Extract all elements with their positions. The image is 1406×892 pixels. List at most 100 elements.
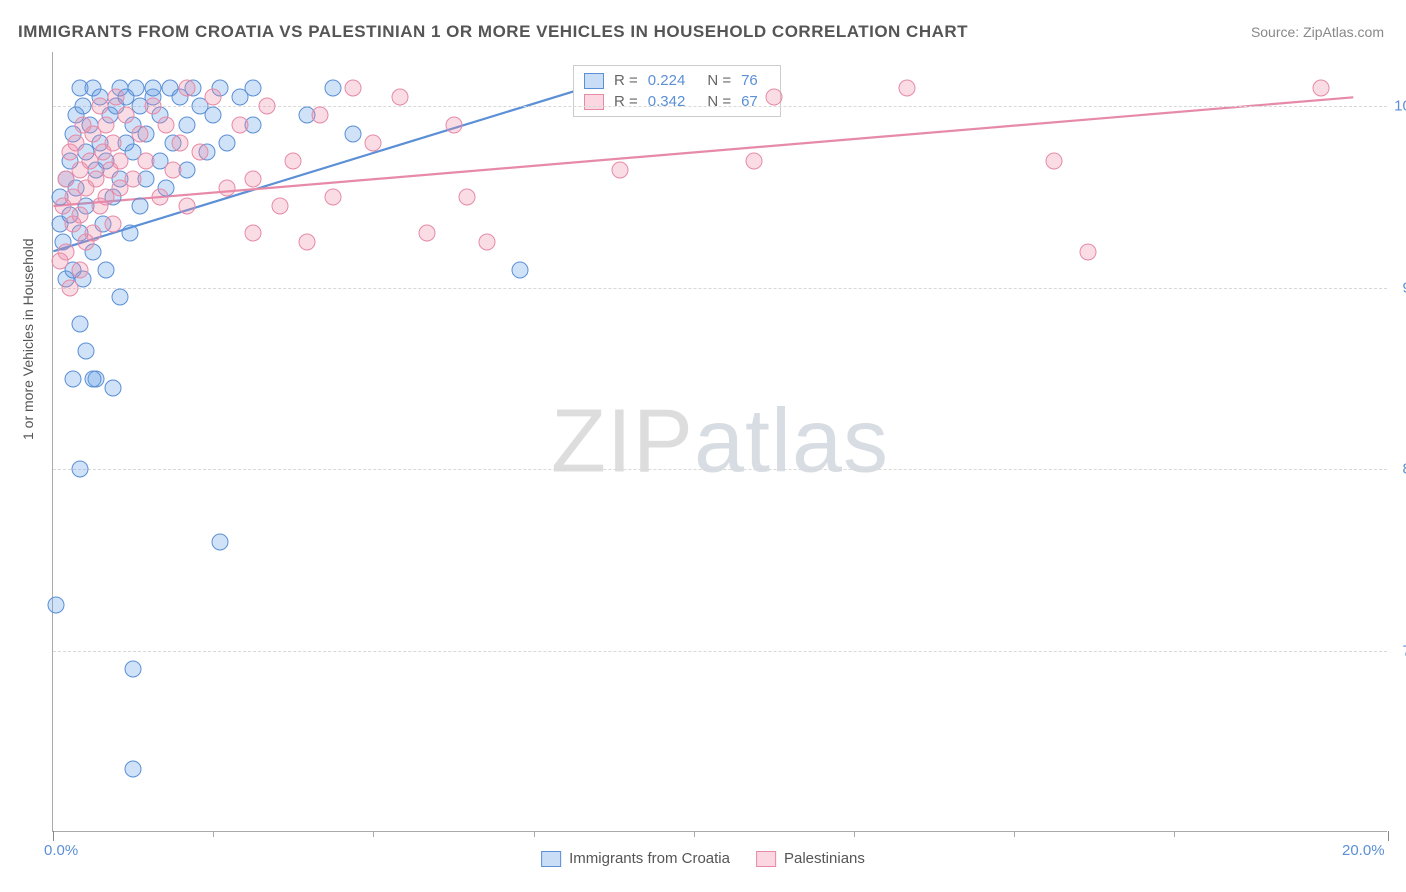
data-point <box>899 80 916 97</box>
data-point <box>108 89 125 106</box>
data-point <box>418 225 435 242</box>
legend-item-pink: Palestinians <box>756 850 865 867</box>
data-point <box>211 533 228 550</box>
data-point <box>61 279 78 296</box>
x-tick-major <box>53 831 54 841</box>
watermark-light: atlas <box>694 391 889 491</box>
gridline-h <box>53 288 1387 289</box>
y-axis-title: 1 or more Vehicles in Household <box>20 238 36 440</box>
data-point <box>512 261 529 278</box>
data-point <box>48 597 65 614</box>
stats-r-label: R = <box>614 72 638 89</box>
data-point <box>125 660 142 677</box>
data-point <box>285 152 302 169</box>
trend-lines <box>53 52 1387 831</box>
legend-item-blue: Immigrants from Croatia <box>541 850 730 867</box>
stats-n-label: N = <box>707 93 731 110</box>
data-point <box>125 170 142 187</box>
data-point <box>345 80 362 97</box>
watermark: ZIPatlas <box>551 390 889 493</box>
data-point <box>85 370 102 387</box>
data-point <box>131 198 148 215</box>
y-tick-label: 70.0% <box>1402 642 1406 659</box>
x-tick-minor <box>1014 831 1015 837</box>
y-tick-label: 100.0% <box>1394 98 1406 115</box>
data-point <box>178 80 195 97</box>
data-point <box>111 152 128 169</box>
data-point <box>85 225 102 242</box>
data-point <box>68 134 85 151</box>
data-point <box>145 80 162 97</box>
data-point <box>145 98 162 115</box>
chart-container: IMMIGRANTS FROM CROATIA VS PALESTINIAN 1… <box>0 0 1406 892</box>
data-point <box>65 370 82 387</box>
gridline-h <box>53 469 1387 470</box>
source-label: Source: ZipAtlas.com <box>1251 24 1384 40</box>
data-point <box>191 143 208 160</box>
data-point <box>392 89 409 106</box>
data-point <box>271 198 288 215</box>
data-point <box>78 343 95 360</box>
data-point <box>75 98 92 115</box>
data-point <box>765 89 782 106</box>
x-tick-minor <box>854 831 855 837</box>
x-tick-major <box>1388 831 1389 841</box>
x-tick-label-0: 0.0% <box>44 842 78 859</box>
stats-row-blue: R = 0.224 N = 76 <box>582 70 772 91</box>
data-point <box>445 116 462 133</box>
data-point <box>178 116 195 133</box>
data-point <box>105 379 122 396</box>
watermark-bold: ZIP <box>551 391 694 491</box>
stats-n-value-0: 76 <box>741 72 758 89</box>
data-point <box>325 80 342 97</box>
data-point <box>118 107 135 124</box>
gridline-h <box>53 106 1387 107</box>
gridline-h <box>53 651 1387 652</box>
data-point <box>71 261 88 278</box>
data-point <box>245 225 262 242</box>
y-tick-label: 90.0% <box>1402 279 1406 296</box>
data-point <box>245 80 262 97</box>
data-point <box>298 234 315 251</box>
data-point <box>91 98 108 115</box>
x-tick-minor <box>213 831 214 837</box>
x-tick-minor <box>1174 831 1175 837</box>
data-point <box>231 116 248 133</box>
data-point <box>71 316 88 333</box>
data-point <box>105 134 122 151</box>
data-point <box>105 216 122 233</box>
data-point <box>1046 152 1063 169</box>
data-point <box>458 189 475 206</box>
stats-n-label: N = <box>707 72 731 89</box>
data-point <box>71 461 88 478</box>
data-point <box>205 89 222 106</box>
data-point <box>165 161 182 178</box>
stats-box: R = 0.224 N = 76 R = 0.342 N = 67 <box>573 65 781 117</box>
data-point <box>98 116 115 133</box>
data-point <box>178 198 195 215</box>
data-point <box>138 152 155 169</box>
data-point <box>218 134 235 151</box>
stats-r-value-0: 0.224 <box>648 72 686 89</box>
data-point <box>325 189 342 206</box>
data-point <box>258 98 275 115</box>
data-point <box>171 134 188 151</box>
data-point <box>71 207 88 224</box>
data-point <box>151 189 168 206</box>
data-point <box>218 180 235 197</box>
stats-r-value-1: 0.342 <box>648 93 686 110</box>
data-point <box>121 225 138 242</box>
data-point <box>365 134 382 151</box>
x-tick-minor <box>373 831 374 837</box>
data-point <box>1079 243 1096 260</box>
data-point <box>205 107 222 124</box>
data-point <box>98 261 115 278</box>
y-tick-label: 80.0% <box>1402 461 1406 478</box>
data-point <box>1313 80 1330 97</box>
x-tick-minor <box>694 831 695 837</box>
data-point <box>745 152 762 169</box>
data-point <box>111 288 128 305</box>
legend-label-0: Immigrants from Croatia <box>569 850 730 867</box>
stats-n-value-1: 67 <box>741 93 758 110</box>
x-tick-label-1: 20.0% <box>1342 842 1385 859</box>
